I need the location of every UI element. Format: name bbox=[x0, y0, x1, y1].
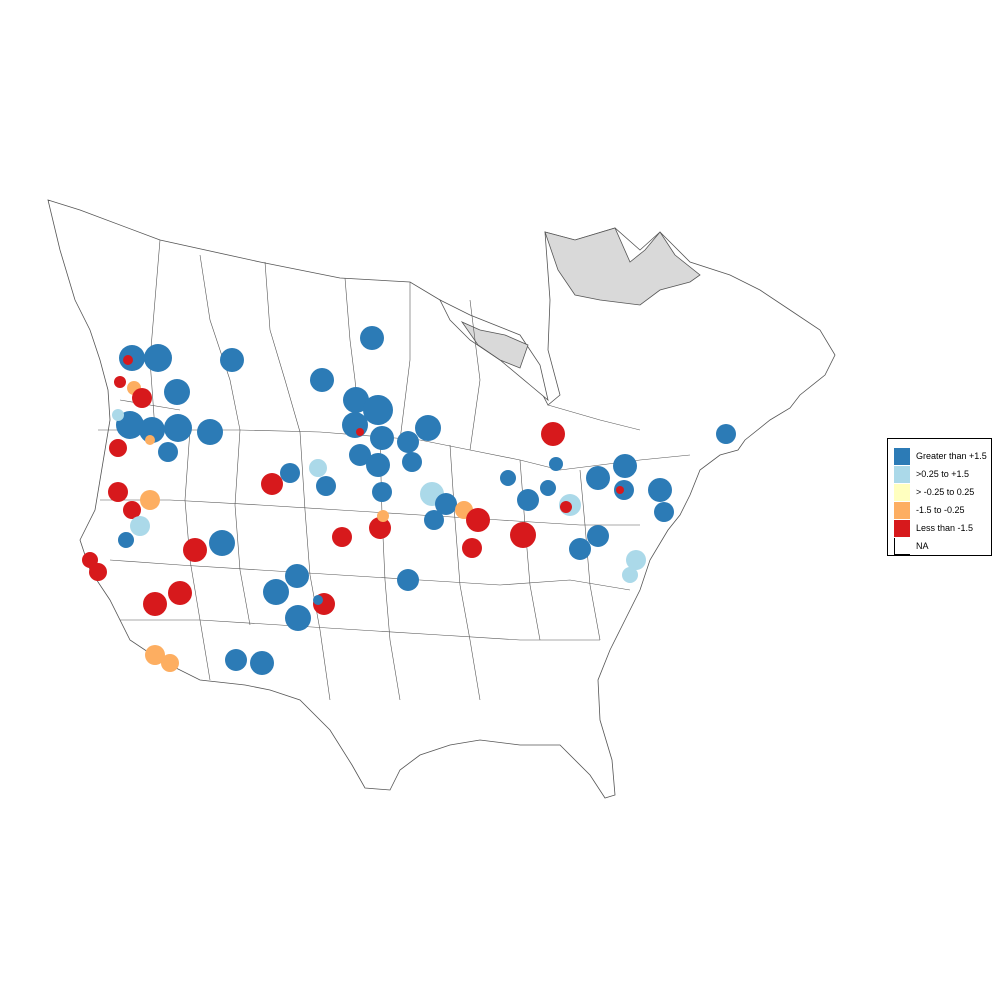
trend-cell bbox=[402, 452, 422, 472]
trend-cell bbox=[132, 388, 152, 408]
trend-cell bbox=[220, 348, 244, 372]
trend-cell bbox=[109, 439, 127, 457]
trend-cell bbox=[560, 501, 572, 513]
trend-cell bbox=[285, 564, 309, 588]
trend-cell bbox=[123, 501, 141, 519]
trend-cell bbox=[540, 480, 556, 496]
legend-label: -1.5 to -0.25 bbox=[916, 505, 965, 515]
trend-cell bbox=[377, 510, 389, 522]
trend-cell bbox=[349, 444, 371, 466]
trend-cell bbox=[369, 517, 391, 539]
trend-cell bbox=[541, 422, 565, 446]
trend-cell bbox=[616, 486, 624, 494]
trend-cell bbox=[316, 476, 336, 496]
trend-cell bbox=[144, 344, 172, 372]
trend-cell bbox=[285, 605, 311, 631]
trend-cell bbox=[356, 428, 364, 436]
na-region-quebec bbox=[544, 227, 701, 306]
trend-cell bbox=[549, 457, 563, 471]
trend-cell bbox=[424, 510, 444, 530]
trend-cells bbox=[82, 326, 736, 675]
trend-cell bbox=[360, 326, 384, 350]
legend-label: NA bbox=[916, 541, 929, 551]
trend-cell bbox=[209, 530, 235, 556]
trend-cell bbox=[145, 645, 165, 665]
legend-item-0-25-to-1-5: >0.25 to +1.5 bbox=[894, 465, 969, 483]
legend-item-neg-1-5-to-neg-0-25: -1.5 to -0.25 bbox=[894, 501, 965, 519]
trend-cell bbox=[161, 654, 179, 672]
trend-cell bbox=[622, 567, 638, 583]
trend-cell bbox=[613, 454, 637, 478]
na-region-ontario bbox=[460, 321, 529, 369]
trend-cell bbox=[158, 442, 178, 462]
trend-cell bbox=[569, 538, 591, 560]
trend-cell bbox=[370, 426, 394, 450]
legend-swatch bbox=[894, 465, 910, 483]
trend-cell bbox=[143, 592, 167, 616]
legend-label: Greater than +1.5 bbox=[916, 451, 987, 461]
trend-cell bbox=[164, 414, 192, 442]
trend-cell bbox=[112, 409, 124, 421]
trend-cell bbox=[310, 368, 334, 392]
trend-cell bbox=[140, 490, 160, 510]
trend-cell bbox=[435, 493, 457, 515]
trend-cell bbox=[716, 424, 736, 444]
trend-cell bbox=[586, 466, 610, 490]
trend-cell bbox=[466, 508, 490, 532]
legend-label: Less than -1.5 bbox=[916, 523, 974, 533]
trend-cell bbox=[130, 516, 150, 536]
trend-cell bbox=[89, 563, 107, 581]
legend-label: > -0.25 to 0.25 bbox=[916, 487, 975, 497]
legend-swatch bbox=[894, 483, 910, 501]
trend-cell bbox=[342, 412, 368, 438]
trend-cell bbox=[118, 532, 134, 548]
trend-cell bbox=[309, 459, 327, 477]
trend-cell bbox=[372, 482, 392, 502]
trend-cell bbox=[587, 525, 609, 547]
legend-label: >0.25 to +1.5 bbox=[916, 469, 970, 479]
legend-item-na: NA bbox=[894, 537, 929, 555]
trend-cell bbox=[261, 473, 283, 495]
trend-cell bbox=[139, 417, 165, 443]
trend-cell bbox=[263, 579, 289, 605]
legend-swatch bbox=[894, 501, 910, 519]
trend-cell bbox=[197, 419, 223, 445]
legend-item-less-than-neg-1-5: Less than -1.5 bbox=[894, 519, 973, 537]
trend-cell bbox=[510, 522, 536, 548]
trend-cell bbox=[366, 453, 390, 477]
legend-item-neutral: > -0.25 to 0.25 bbox=[894, 483, 974, 501]
trend-cell bbox=[250, 651, 274, 675]
trend-cell bbox=[626, 550, 646, 570]
trend-cell bbox=[462, 538, 482, 558]
trend-cell bbox=[123, 355, 133, 365]
trend-cell bbox=[363, 395, 393, 425]
trend-cell bbox=[225, 649, 247, 671]
trend-cell bbox=[415, 415, 441, 441]
trend-cell bbox=[164, 379, 190, 405]
trend-cell bbox=[397, 569, 419, 591]
trend-cell bbox=[183, 538, 207, 562]
trend-cell bbox=[517, 489, 539, 511]
legend-swatch-na bbox=[894, 537, 910, 555]
trend-cell bbox=[500, 470, 516, 486]
trend-cell bbox=[343, 387, 369, 413]
trend-cell bbox=[145, 435, 155, 445]
trend-cell bbox=[108, 482, 128, 502]
trend-cell bbox=[168, 581, 192, 605]
trend-cell bbox=[654, 502, 674, 522]
legend-swatch bbox=[894, 519, 910, 537]
legend-swatch bbox=[894, 447, 910, 465]
trend-cell bbox=[280, 463, 300, 483]
trend-cell bbox=[114, 376, 126, 388]
trend-cell bbox=[313, 595, 323, 605]
trend-cell bbox=[648, 478, 672, 502]
trend-cell bbox=[397, 431, 419, 453]
legend-item-greater-than-1-5: Greater than +1.5 bbox=[894, 447, 987, 465]
map-legend: Greater than +1.5 >0.25 to +1.5 > -0.25 … bbox=[887, 438, 992, 556]
trend-cell bbox=[332, 527, 352, 547]
